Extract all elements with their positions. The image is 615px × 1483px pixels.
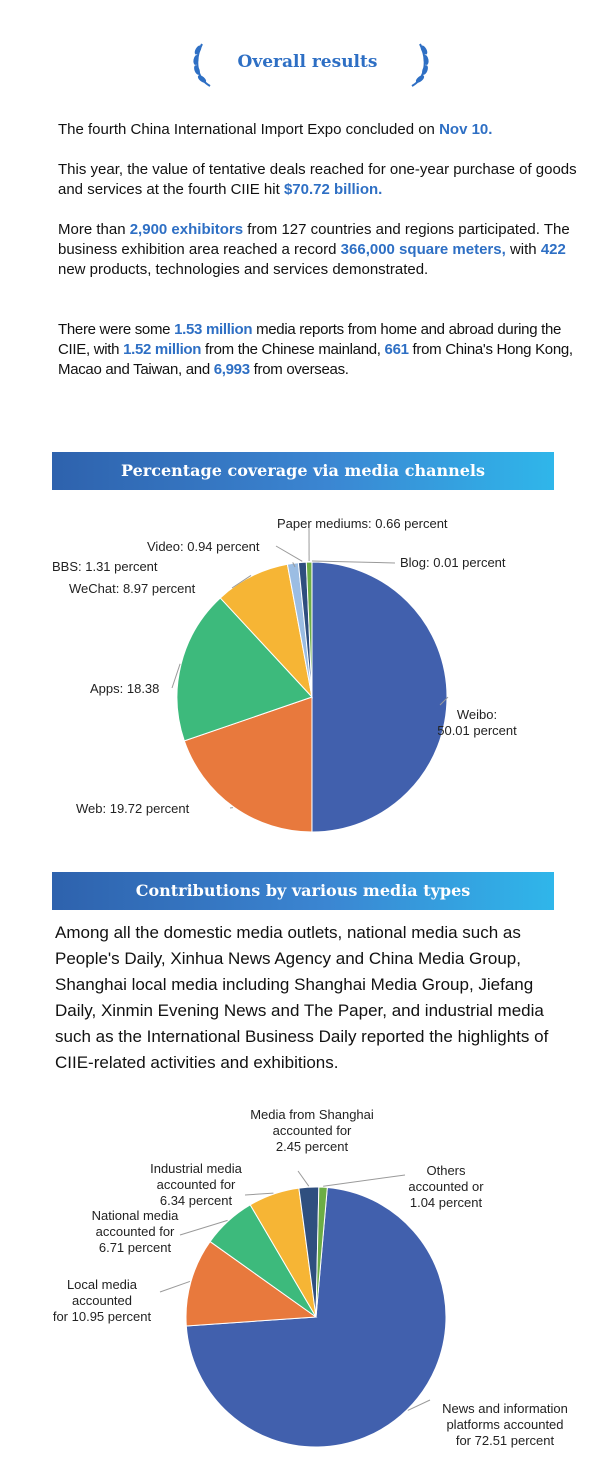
leader-line-industrial-media (244, 1192, 274, 1196)
slice-label-local-media: Local media accounted for 10.95 percent (53, 1277, 152, 1324)
slice-label-bbs: BBS: 1.31 percent (52, 559, 158, 574)
leader-line-video (275, 545, 303, 562)
pie-chart-media-types: News and information platforms accounted f… (53, 1107, 568, 1448)
pie-slice-others (315, 1186, 328, 1318)
slice-label-wechat: WeChat: 8.97 percent (69, 581, 196, 596)
slice-label-others: Others accounted or 1.04 percent (408, 1163, 484, 1210)
leader-line-apps (171, 663, 181, 689)
leader-line-media-from-shanghai (297, 1170, 310, 1187)
leader-line-others (323, 1174, 406, 1187)
slice-label-paper-mediums: Paper mediums: 0.66 percent (277, 516, 448, 531)
pie-slice-web (183, 696, 313, 833)
leader-line-bbs (292, 562, 296, 568)
pie-slice-local-media (185, 1240, 318, 1327)
paragraph-expo-concluded: The fourth China International Import Ex… (58, 121, 493, 138)
slice-label-news-and-information-platforms: News and information platforms accounted f… (442, 1401, 568, 1448)
slice-label-apps: Apps: 18.38 (90, 681, 159, 696)
section-banner-media-types: Contributions by various media types (52, 872, 554, 910)
slice-label-video: Video: 0.94 percent (147, 539, 260, 554)
section-body-text: Among all the domestic media outlets, na… (55, 923, 549, 1072)
leader-line-blog (311, 560, 396, 564)
laurel-right-icon (411, 43, 429, 87)
leader-line-weibo (439, 696, 449, 706)
slice-label-media-from-shanghai: Media from Shanghai accounted for 2.45 per… (250, 1107, 374, 1154)
page-title: Overall results (237, 52, 378, 72)
laurel-left-icon (193, 43, 211, 87)
pie-chart-media-channels: Weibo: 50.01 percent Web: 19.72 percent App… (52, 516, 517, 833)
leader-line-national-media (179, 1219, 228, 1236)
slice-label-blog: Blog: 0.01 percent (400, 555, 506, 570)
section-banner-media-channels: Percentage coverage via media channels (52, 452, 554, 490)
leader-line-local-media (159, 1280, 191, 1293)
paragraph-deal-value: This year, the value of tentative deals … (58, 161, 577, 198)
slice-label-web: Web: 19.72 percent (76, 801, 190, 816)
paragraph-exhibitors: More than 2,900 exhibitors from 127 coun… (58, 221, 570, 278)
pie-slice-weibo (311, 561, 448, 833)
pie-slice-apps (176, 597, 313, 742)
leader-line-wechat (231, 575, 252, 589)
paragraph-media-reports: There were some 1.53 million media repor… (58, 321, 573, 378)
slice-label-weibo: Weibo: 50.01 percent (437, 707, 517, 738)
slice-label-national-media: National media accounted for 6.71 percent (92, 1208, 179, 1255)
slice-label-industrial-media: Industrial media accounted for 6.34 percen… (150, 1161, 243, 1208)
leader-line-news-and-information-platforms (407, 1399, 431, 1411)
